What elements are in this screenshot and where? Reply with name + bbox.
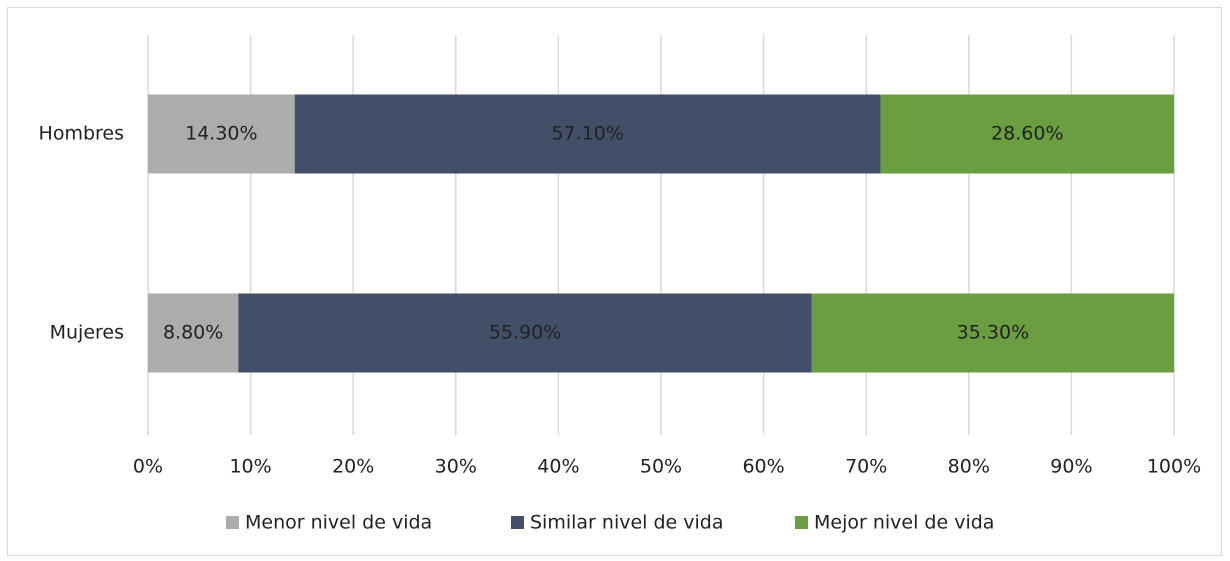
- x-tick-label: 0%: [133, 456, 163, 478]
- bar-segment: [294, 94, 881, 174]
- x-tick-label: 70%: [845, 456, 887, 478]
- x-tick-label: 60%: [742, 456, 784, 478]
- bar-segment: [148, 293, 239, 373]
- data-label: 14.30%: [185, 123, 257, 145]
- x-tick-label: 30%: [435, 456, 477, 478]
- y-tick-label: Hombres: [39, 123, 124, 145]
- legend-swatch: [226, 516, 239, 529]
- x-tick-label: 80%: [948, 456, 990, 478]
- legend-swatch: [795, 516, 808, 529]
- data-label: 57.10%: [551, 123, 623, 145]
- x-tick-label: 40%: [537, 456, 579, 478]
- legend-swatch: [511, 516, 524, 529]
- bar-segment: [880, 94, 1174, 174]
- legend-label: Mejor nivel de vida: [814, 512, 994, 534]
- data-label: 28.60%: [991, 123, 1063, 145]
- legend-label: Menor nivel de vida: [245, 512, 432, 534]
- x-tick-label: 90%: [1050, 456, 1092, 478]
- legend-label: Similar nivel de vida: [530, 512, 724, 534]
- data-label: 35.30%: [957, 322, 1029, 344]
- x-tick-label: 10%: [229, 456, 271, 478]
- bar-segment: [811, 293, 1174, 373]
- y-tick-label: Mujeres: [50, 322, 124, 344]
- chart-frame: [7, 7, 1222, 556]
- x-tick-label: 50%: [640, 456, 682, 478]
- bar-segment: [148, 94, 295, 174]
- x-tick-label: 20%: [332, 456, 374, 478]
- data-label: 55.90%: [489, 322, 561, 344]
- data-label: 8.80%: [163, 322, 223, 344]
- x-tick-label: 100%: [1147, 456, 1201, 478]
- bar-segment: [238, 293, 812, 373]
